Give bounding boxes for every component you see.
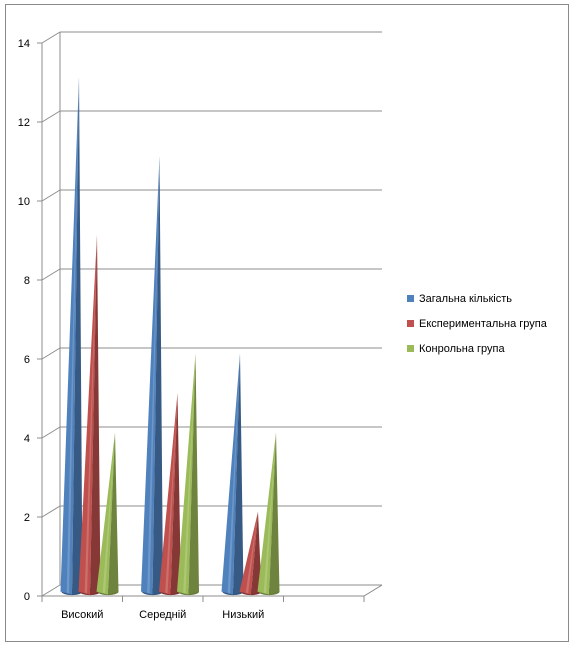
y-tick-labels: 0 2 4 6 8 10 12 14 bbox=[18, 38, 30, 603]
gridline-slant bbox=[41, 110, 61, 123]
gridline-slant bbox=[41, 31, 61, 44]
cone-конрольна-група-1 bbox=[177, 353, 199, 596]
y-tick-label: 2 bbox=[24, 512, 30, 524]
category-labels: Високий Середній Низький bbox=[61, 609, 264, 621]
axes bbox=[37, 32, 383, 602]
y-tick-label: 14 bbox=[18, 38, 30, 50]
legend-swatch bbox=[407, 320, 414, 327]
cone-конрольна-група-2 bbox=[257, 432, 280, 596]
cone-загальна-кількість-0 bbox=[60, 77, 83, 596]
y-tick-label: 4 bbox=[24, 433, 30, 445]
y-tick-label: 12 bbox=[18, 117, 30, 129]
legend-label: Експериментальна група bbox=[419, 318, 548, 330]
category-label: Низький bbox=[222, 609, 264, 621]
cone-загальна-кількість-1 bbox=[141, 156, 163, 596]
legend-swatch bbox=[407, 345, 414, 352]
gridline-slant bbox=[41, 505, 61, 518]
legend-label: Конрольна група bbox=[419, 343, 505, 355]
cone-експериментальна-група-2 bbox=[239, 511, 262, 596]
gridline-slant bbox=[41, 268, 61, 281]
gridline-slant bbox=[41, 426, 61, 439]
gridline-slant bbox=[41, 347, 61, 360]
cone-загальна-кількість-2 bbox=[221, 353, 244, 596]
category-label: Середній bbox=[139, 609, 186, 621]
category-label: Високий bbox=[61, 609, 103, 621]
cone-конрольна-група-0 bbox=[96, 432, 119, 596]
y-tick-label: 0 bbox=[24, 591, 30, 603]
gridline-slant bbox=[41, 584, 61, 597]
y-tick-label: 10 bbox=[18, 196, 30, 208]
cone-експериментальна-група-1 bbox=[159, 393, 181, 596]
legend: Загальна кількість Експериментальна група… bbox=[407, 293, 548, 355]
cones bbox=[60, 77, 280, 596]
legend-label: Загальна кількість bbox=[419, 293, 512, 305]
cone-експериментальна-група-0 bbox=[78, 235, 101, 596]
y-tick-label: 8 bbox=[24, 275, 30, 287]
gridline-slant bbox=[41, 189, 61, 202]
legend-swatch bbox=[407, 295, 414, 302]
y-tick-label: 6 bbox=[24, 354, 30, 366]
